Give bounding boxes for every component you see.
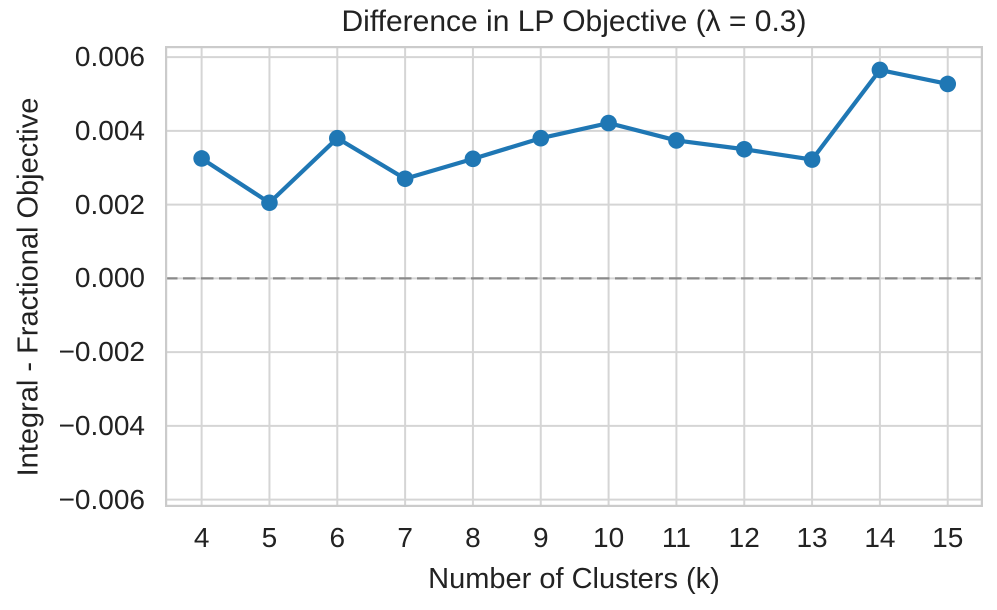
x-tick-label: 13: [796, 522, 828, 553]
y-tick-label: −0.004: [58, 409, 145, 441]
y-tick-label: 0.004: [74, 114, 145, 146]
data-point: [261, 194, 278, 212]
x-tick-label: 14: [864, 522, 896, 553]
y-tick-label: −0.006: [58, 483, 145, 515]
x-tick-label: 5: [261, 522, 278, 553]
line-plot-svg: [165, 46, 983, 507]
x-axis-label: Number of Clusters (k): [428, 563, 720, 595]
data-point: [328, 129, 346, 147]
y-tick-label: 0.002: [74, 188, 145, 220]
x-tick-label: 8: [465, 522, 481, 553]
data-point: [668, 132, 685, 149]
x-tick-label: 9: [532, 522, 549, 553]
data-point: [871, 61, 889, 79]
data-line: [199, 67, 950, 205]
x-tick-label: 7: [397, 522, 413, 553]
data-point: [939, 75, 957, 93]
x-tick-label: 6: [329, 522, 346, 553]
data-point: [193, 150, 210, 167]
data-point: [803, 151, 821, 168]
data-point: [396, 170, 414, 188]
data-point: [532, 129, 550, 147]
data-point: [735, 140, 753, 158]
y-tick-label: −0.002: [58, 336, 145, 368]
data-point: [464, 150, 482, 168]
x-tick-label: 12: [728, 522, 760, 553]
chart-title: Difference in LP Objective (λ = 0.3): [341, 5, 807, 38]
plot-area: [165, 46, 983, 507]
x-tick-label: 4: [193, 522, 210, 553]
x-tick-label: 15: [932, 522, 964, 553]
y-tick-label: 0.006: [74, 41, 145, 73]
y-tick-label: 0.000: [74, 262, 145, 294]
data-point: [600, 114, 617, 132]
plot-border: [165, 46, 983, 507]
x-tick-label: 11: [661, 522, 691, 553]
x-tick-label: 10: [593, 522, 625, 553]
